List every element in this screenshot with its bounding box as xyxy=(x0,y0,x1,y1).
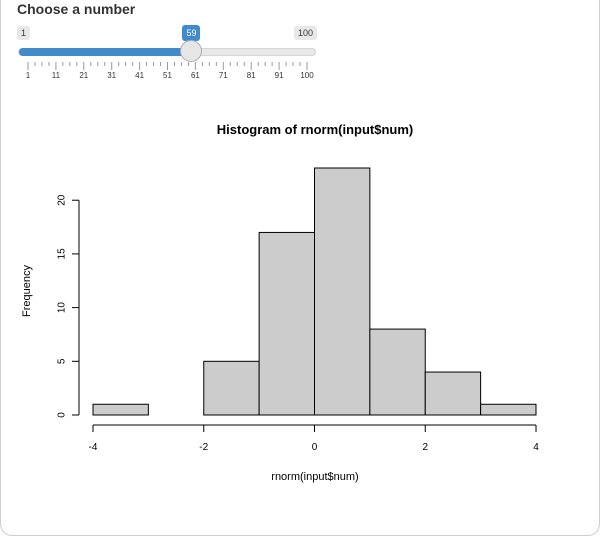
histogram-bar xyxy=(424,371,482,416)
x-tick-label: 2 xyxy=(422,442,428,453)
slider-tick-label: 51 xyxy=(163,71,172,80)
x-tick-label: -2 xyxy=(199,442,208,453)
x-tick-label: -4 xyxy=(89,442,98,453)
slider-tick-label: 1 xyxy=(26,71,31,80)
histogram-bar xyxy=(92,403,149,416)
y-tick-label: 20 xyxy=(57,194,68,206)
slider-tick-label: 21 xyxy=(79,71,88,80)
slider-fill xyxy=(19,48,193,56)
y-tick-label: 10 xyxy=(57,302,68,314)
slider-tick-label: 41 xyxy=(135,71,144,80)
x-tick-label: 4 xyxy=(533,442,539,453)
histogram-bar xyxy=(369,328,426,416)
histogram-bar xyxy=(314,167,371,416)
slider-label: Choose a number xyxy=(17,1,136,17)
slider-tick-label: 71 xyxy=(219,71,228,80)
chart-title: Histogram of rnorm(input$num) xyxy=(217,122,413,137)
slider-max-badge: 100 xyxy=(294,26,318,40)
slider-min-badge: 1 xyxy=(17,26,31,40)
histogram-bar xyxy=(203,360,260,416)
slider-handle[interactable] xyxy=(180,40,203,62)
slider-tick-label: 100 xyxy=(300,71,314,80)
y-tick-label: 5 xyxy=(57,358,68,364)
y-axis-label: Frequency xyxy=(21,265,33,317)
histogram-bar xyxy=(258,231,315,416)
slider-tick-label: 91 xyxy=(275,71,284,80)
slider-tick-label: 81 xyxy=(247,71,256,80)
y-tick-label: 0 xyxy=(57,412,68,418)
slider-track[interactable] xyxy=(18,48,316,56)
x-tick-label: 0 xyxy=(312,442,318,453)
slider-tick-grid: 1 11 21 31 41 51 61 71 81 91 100 xyxy=(26,62,314,80)
histogram-bar xyxy=(480,403,537,416)
y-tick-label: 15 xyxy=(57,248,68,260)
slider-value-badge: 59 xyxy=(182,25,201,41)
x-axis-label: rnorm(input$num) xyxy=(271,471,358,483)
slider-tick-label: 61 xyxy=(191,71,200,80)
slider-tick-label: 11 xyxy=(52,71,61,80)
slider-tick-label: 31 xyxy=(107,71,116,80)
